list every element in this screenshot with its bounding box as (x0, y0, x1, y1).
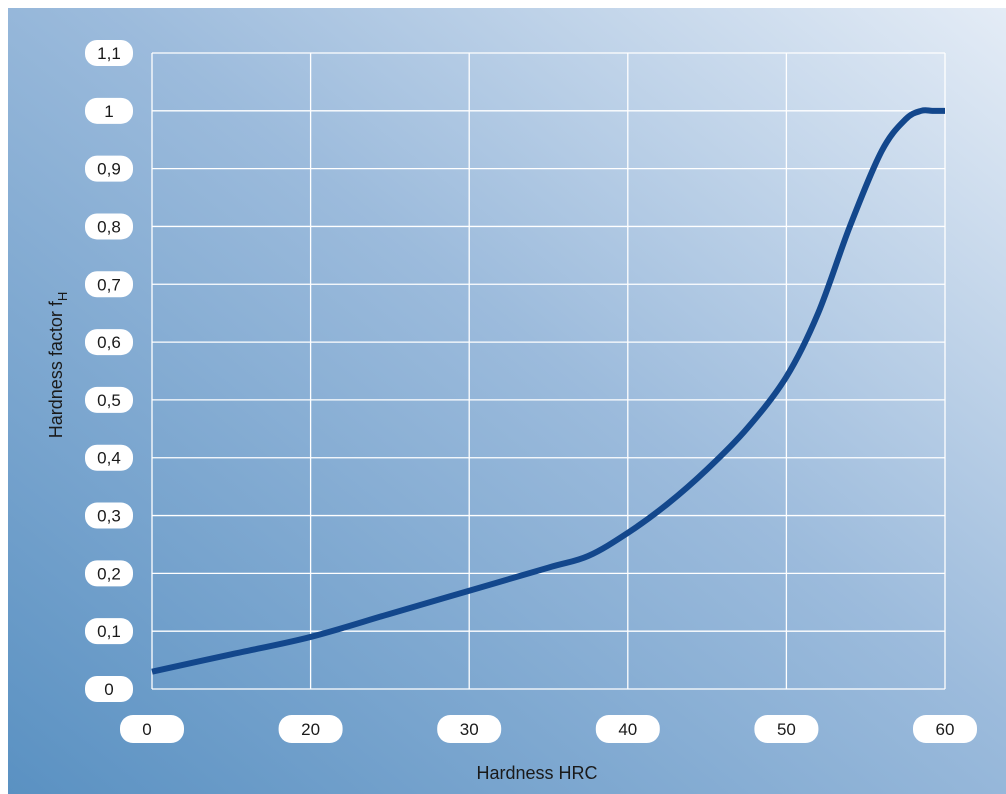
y-tick-label: 0,1 (97, 622, 121, 641)
y-tick-box (85, 213, 133, 240)
x-tick-label: 30 (460, 720, 479, 739)
y-tick: 0,3 (85, 502, 133, 529)
x-tick-box (437, 715, 502, 743)
x-tick: 20 (278, 715, 343, 743)
y-tick: 0,2 (85, 560, 133, 587)
x-tick-box (754, 715, 819, 743)
y-tick-box (85, 97, 133, 124)
y-tick-label: 0,2 (97, 564, 121, 583)
y-tick-box (85, 155, 133, 182)
y-axis-title-subscript: H (55, 292, 70, 301)
x-tick: 0 (120, 715, 184, 743)
y-tick-label: 0,9 (97, 160, 121, 179)
y-tick: 0,7 (85, 271, 133, 298)
y-tick: 0,5 (85, 386, 133, 413)
y-tick-label: 0,7 (97, 275, 121, 294)
x-tick-label: 50 (777, 720, 796, 739)
y-tick: 0 (85, 676, 133, 702)
x-tick-box (913, 715, 977, 743)
x-axis-title: Hardness HRC (476, 763, 597, 783)
x-tick: 30 (437, 715, 502, 743)
y-tick-label: 0,4 (97, 449, 121, 468)
x-tick-box (278, 715, 343, 743)
y-tick: 0,9 (85, 155, 133, 182)
y-tick-label: 1 (104, 102, 113, 121)
x-tick-label: 40 (618, 720, 637, 739)
y-tick-box (85, 444, 133, 471)
y-tick-label: 0,8 (97, 217, 121, 236)
y-tick: 0,6 (85, 329, 133, 356)
series-layer (151, 107, 945, 675)
y-tick-label: 0,3 (97, 507, 121, 526)
y-tick-box (85, 676, 133, 702)
y-axis-title-main: Hardness factor f (46, 300, 66, 438)
y-tick-box (85, 329, 133, 356)
x-tick-box (595, 715, 660, 743)
y-tick-box (85, 618, 133, 645)
y-tick: 1,1 (85, 40, 133, 66)
x-tick-label: 0 (142, 720, 151, 739)
chart-background (8, 8, 1006, 794)
x-tick: 40 (595, 715, 660, 743)
y-tick: 0,4 (85, 444, 133, 471)
y-tick: 0,8 (85, 213, 133, 240)
x-tick: 60 (913, 715, 977, 743)
y-tick-label: 1,1 (97, 44, 121, 63)
y-tick-label: 0 (104, 680, 113, 699)
y-tick-label: 0,6 (97, 333, 121, 352)
y-axis-title: Hardness factor fH (46, 292, 70, 438)
y-tick-box (85, 502, 133, 529)
x-tick-label: 20 (301, 720, 320, 739)
y-tick-box (85, 560, 133, 587)
x-tick: 50 (754, 715, 819, 743)
y-tick-box (85, 40, 133, 66)
y-tick: 0,1 (85, 618, 133, 645)
x-tick-box (120, 715, 184, 743)
y-tick-box (85, 386, 133, 413)
x-axis-ticks: 0 20 30 40 50 60 (120, 715, 977, 743)
series-line (151, 107, 945, 675)
x-tick-label: 60 (936, 720, 955, 739)
y-tick: 1 (85, 97, 133, 124)
y-axis-ticks: 0 0,1 0,2 0,3 0,4 0,5 0,6 0,7 0,8 0,9 1 1,1 (85, 40, 133, 702)
grid (151, 52, 946, 690)
y-tick-box (85, 271, 133, 298)
y-tick-label: 0,5 (97, 391, 121, 410)
